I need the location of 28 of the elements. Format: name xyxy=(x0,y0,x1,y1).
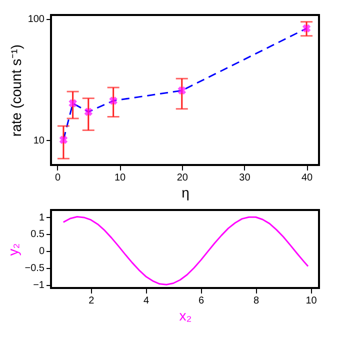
x-axis-title: η xyxy=(182,184,190,200)
x-tick-label: 30 xyxy=(239,172,251,184)
y-axis-title: rate (count s⁻¹) xyxy=(8,44,24,137)
y-tick-label: −1 xyxy=(33,280,45,292)
y-tick-label: −0.5 xyxy=(24,263,45,274)
point xyxy=(84,108,93,116)
line-series xyxy=(62,216,309,286)
y-axis-title: y₂ xyxy=(4,243,21,256)
x-tick-label: 10 xyxy=(306,296,318,306)
x-tick-label: 40 xyxy=(301,172,314,184)
x-tick-label: 4 xyxy=(144,296,150,306)
y-tick-label: 1 xyxy=(38,212,45,224)
x-tick-label: 0 xyxy=(54,172,61,184)
point xyxy=(68,99,77,108)
x-tick-label: 8 xyxy=(254,296,260,306)
point xyxy=(59,136,68,144)
point xyxy=(178,86,186,95)
x-tick-label: 20 xyxy=(176,172,188,184)
point xyxy=(302,24,311,33)
y-tick-label: 0.5 xyxy=(30,229,45,240)
y-tick-label: 0 xyxy=(38,246,45,258)
x-tick-label: 6 xyxy=(198,296,205,306)
y-tick-label: 10 xyxy=(33,135,45,146)
x-axis-title: x₂ xyxy=(179,308,192,324)
point xyxy=(109,96,118,105)
x-tick-label: 10 xyxy=(114,172,126,184)
x-tick-label: 2 xyxy=(88,296,95,306)
y-tick-label: 100 xyxy=(28,14,45,26)
